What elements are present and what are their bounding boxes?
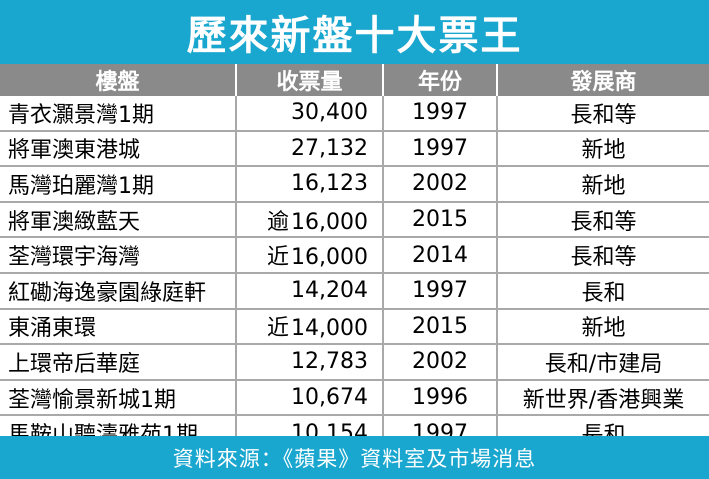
table-row: 青衣灝景灣1期 30,400 1997 長和等: [0, 96, 709, 131]
estate-name: 將軍澳緻藍天: [0, 201, 237, 238]
table-row: 東涌東環 近14,000 2015 新地: [0, 308, 709, 345]
estate-name: 荃灣環宇海灣: [0, 237, 237, 273]
ticket-ranking-table: 樓盤 收票量 年份 發展商 青衣灝景灣1期 30,400 1997 長和等 將軍澳東港城…: [0, 64, 709, 450]
header-name: 樓盤: [0, 64, 237, 96]
developer: 長和等: [496, 237, 709, 273]
header-year: 年份: [382, 64, 498, 96]
estate-name: 紅磡海逸豪園綠庭軒: [0, 272, 237, 309]
ticket-count-cell: 12,783: [235, 344, 384, 380]
table-row: 將軍澳東港城 27,132 1997 新地: [0, 130, 709, 167]
ticket-count: 16,000: [291, 245, 368, 271]
table-row: 荃灣環宇海灣 近16,000 2014 長和等: [0, 237, 709, 273]
developer: 新地: [496, 308, 709, 345]
estate-name: 荃灣愉景新城1期: [0, 379, 237, 416]
estate-name: 馬灣珀麗灣1期: [0, 166, 237, 202]
developer: 新世界/香港興業: [496, 379, 709, 416]
table-row: 紅磡海逸豪園綠庭軒 14,204 1997 長和: [0, 272, 709, 309]
ticket-qualifier: 逾: [267, 209, 290, 235]
header-row: 樓盤 收票量 年份 發展商: [0, 64, 709, 96]
ticket-count-cell: 14,204: [235, 272, 384, 309]
launch-year: 2015: [382, 201, 498, 238]
header-tickets: 收票量: [235, 64, 384, 96]
ticket-count-cell: 近14,000: [235, 308, 384, 345]
ticket-count: 27,132: [291, 135, 368, 161]
developer: 長和等: [496, 96, 709, 131]
ticket-qualifier: 近: [267, 245, 290, 271]
estate-name: 東涌東環: [0, 308, 237, 345]
launch-year: 1997: [382, 96, 498, 131]
ticket-count: 16,000: [291, 209, 368, 235]
ticket-qualifier: 近: [267, 316, 290, 342]
ticket-count-cell: 逾16,000: [235, 201, 384, 238]
launch-year: 2002: [382, 344, 498, 380]
ticket-count-cell: 近16,000: [235, 237, 384, 273]
ticket-count: 14,204: [291, 278, 368, 304]
ticket-count-cell: 27,132: [235, 130, 384, 167]
launch-year: 1996: [382, 379, 498, 416]
ticket-count: 30,400: [291, 100, 368, 126]
ticket-count-cell: 10,674: [235, 379, 384, 416]
table-row: 荃灣愉景新城1期 10,674 1996 新世界/香港興業: [0, 379, 709, 416]
ticket-count: 10,674: [291, 385, 368, 411]
estate-name: 將軍澳東港城: [0, 130, 237, 167]
source-note: 資料來源：《蘋果》資料室及市場消息: [0, 436, 709, 479]
header-developer: 發展商: [496, 64, 709, 96]
launch-year: 1997: [382, 272, 498, 309]
launch-year: 2015: [382, 308, 498, 345]
table-row: 上環帝后華庭 12,783 2002 長和/市建局: [0, 344, 709, 380]
ticket-count: 14,000: [291, 316, 368, 342]
table-row: 馬灣珀麗灣1期 16,123 2002 新地: [0, 166, 709, 202]
launch-year: 2014: [382, 237, 498, 273]
developer: 長和: [496, 272, 709, 309]
developer: 長和等: [496, 201, 709, 238]
launch-year: 2002: [382, 166, 498, 202]
estate-name: 上環帝后華庭: [0, 344, 237, 380]
developer: 新地: [496, 166, 709, 202]
developer: 新地: [496, 130, 709, 167]
estate-name: 青衣灝景灣1期: [0, 96, 237, 131]
ticket-count-cell: 30,400: [235, 96, 384, 131]
developer: 長和/市建局: [496, 344, 709, 380]
ticket-count: 16,123: [291, 171, 368, 197]
table-title: 歷來新盤十大票王: [0, 0, 709, 64]
ticket-count: 12,783: [291, 349, 368, 375]
ticket-count-cell: 16,123: [235, 166, 384, 202]
table-row: 將軍澳緻藍天 逾16,000 2015 長和等: [0, 201, 709, 238]
launch-year: 1997: [382, 130, 498, 167]
